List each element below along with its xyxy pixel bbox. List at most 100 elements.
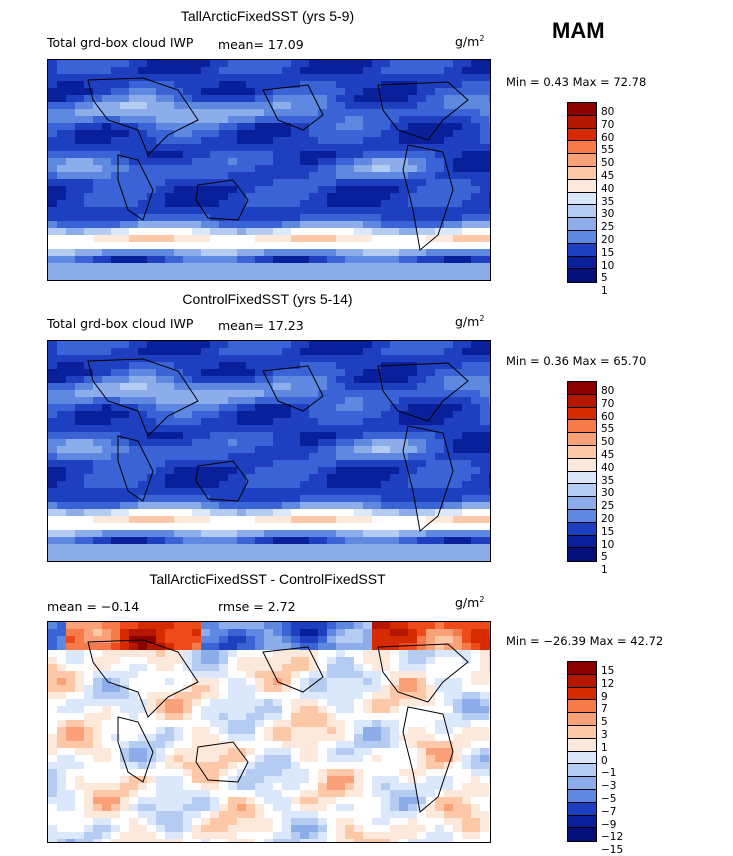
colorbar-swatch xyxy=(568,815,596,829)
colorbar-swatch xyxy=(568,725,596,739)
panel-1-map xyxy=(47,59,491,281)
colorbar-swatch xyxy=(568,269,596,283)
panel-1-minmax: Min = 0.43 Max = 72.78 xyxy=(506,75,647,89)
colorbar-tick-label: 50 xyxy=(601,436,615,449)
colorbar-swatch xyxy=(568,522,596,536)
colorbar-tick-label: 30 xyxy=(601,487,615,500)
colorbar-swatch xyxy=(568,243,596,257)
panel-1-mean: mean= 17.09 xyxy=(218,37,304,52)
colorbar-tick-label: 80 xyxy=(601,385,615,397)
colorbar-swatch xyxy=(568,700,596,714)
colorbar-tick-label: 5 xyxy=(601,551,608,564)
colorbar-tick-label: −12 xyxy=(601,831,624,844)
colorbar-swatch xyxy=(568,218,596,231)
colorbar-swatch xyxy=(568,789,596,803)
colorbar-swatch xyxy=(568,535,596,549)
colorbar-tick-label: 60 xyxy=(601,410,615,423)
colorbar-swatch xyxy=(568,141,596,155)
colorbar-tick-label: 60 xyxy=(601,131,615,144)
colorbar-swatch xyxy=(568,394,596,408)
panel-3-colorbar xyxy=(567,661,597,843)
colorbar-swatch xyxy=(568,420,596,434)
panel-2-map-svg xyxy=(48,341,490,561)
colorbar-tick-label: 20 xyxy=(601,234,615,246)
colorbar-swatch xyxy=(568,802,596,816)
colorbar-tick-label: −3 xyxy=(601,780,617,793)
colorbar-tick-label: 40 xyxy=(601,182,615,195)
colorbar-tick-label: 70 xyxy=(601,397,615,410)
colorbar-tick-label: 12 xyxy=(601,677,615,690)
colorbar-swatch xyxy=(568,713,596,726)
colorbar-tick-label: 10 xyxy=(601,259,615,272)
colorbar-swatch xyxy=(568,179,596,193)
panel-1-colorbar xyxy=(567,102,597,284)
colorbar-swatch xyxy=(568,445,596,459)
panel-2-variable: Total grd-box cloud IWP xyxy=(47,316,194,331)
colorbar-tick-label: −9 xyxy=(601,818,617,831)
colorbar-tick-label: 0 xyxy=(601,754,608,767)
panel-1-map-svg xyxy=(48,60,490,280)
season-label: MAM xyxy=(552,18,605,43)
colorbar-tick-label: 45 xyxy=(601,170,615,182)
panel-3-map-svg xyxy=(48,622,490,842)
colorbar-tick-label: 20 xyxy=(601,513,615,525)
colorbar-tick-label: 80 xyxy=(601,106,615,118)
colorbar-swatch xyxy=(568,458,596,472)
colorbar-swatch xyxy=(568,103,596,116)
colorbar-swatch xyxy=(568,407,596,421)
colorbar-tick-label: 70 xyxy=(601,118,615,131)
colorbar-tick-label: 40 xyxy=(601,461,615,474)
colorbar-swatch xyxy=(568,777,596,790)
panel-3-mean: mean = −0.14 xyxy=(47,599,140,614)
colorbar-swatch xyxy=(568,687,596,701)
colorbar-tick-label: 55 xyxy=(601,423,615,436)
panel-2-units: g/m2 xyxy=(455,314,485,330)
panel-2-mean: mean= 17.23 xyxy=(218,318,304,333)
colorbar-swatch xyxy=(568,382,596,395)
panel-3-minmax: Min = −26.39 Max = 42.72 xyxy=(506,634,664,648)
panel-2-minmax: Min = 0.36 Max = 65.70 xyxy=(506,354,647,368)
colorbar-tick-label: 7 xyxy=(601,703,608,716)
panel-2-map xyxy=(47,340,491,562)
colorbar-swatch xyxy=(568,751,596,765)
colorbar-swatch xyxy=(568,154,596,167)
colorbar-swatch xyxy=(568,166,596,180)
colorbar-swatch xyxy=(568,115,596,129)
colorbar-tick-label: 1 xyxy=(601,741,608,754)
colorbar-tick-label: 1 xyxy=(601,564,608,577)
colorbar-tick-label: 45 xyxy=(601,449,615,461)
colorbar-swatch xyxy=(568,509,596,523)
colorbar-tick-label: −5 xyxy=(601,793,617,805)
colorbar-swatch xyxy=(568,256,596,270)
colorbar-tick-label: 1 xyxy=(601,285,608,298)
colorbar-tick-label: 9 xyxy=(601,690,608,703)
colorbar-swatch xyxy=(568,764,596,778)
colorbar-tick-label: −15 xyxy=(601,844,624,856)
colorbar-swatch xyxy=(568,484,596,498)
colorbar-swatch xyxy=(568,662,596,675)
colorbar-tick-label: 25 xyxy=(601,500,615,513)
colorbar-tick-label: 25 xyxy=(601,221,615,234)
colorbar-swatch xyxy=(568,471,596,485)
colorbar-swatch xyxy=(568,433,596,446)
colorbar-tick-label: 15 xyxy=(601,665,615,677)
panel-3-map xyxy=(47,621,491,843)
colorbar-swatch xyxy=(568,548,596,562)
panel-1-variable: Total grd-box cloud IWP xyxy=(47,35,194,50)
colorbar-swatch xyxy=(568,674,596,688)
panel-3-rmse: rmse = 2.72 xyxy=(218,599,296,614)
colorbar-tick-label: 35 xyxy=(601,474,615,487)
panel-3-title: TallArcticFixedSST - ControlFixedSST xyxy=(149,571,386,587)
panel-3-units: g/m2 xyxy=(455,595,485,611)
colorbar-tick-label: 5 xyxy=(601,716,608,729)
panel-1-title: TallArcticFixedSST (yrs 5-9) xyxy=(180,8,355,24)
colorbar-tick-label: 5 xyxy=(601,272,608,285)
colorbar-swatch xyxy=(568,738,596,752)
colorbar-tick-label: 3 xyxy=(601,729,608,741)
panel-2-title: ControlFixedSST (yrs 5-14) xyxy=(182,291,353,307)
colorbar-tick-label: 15 xyxy=(601,246,615,259)
colorbar-swatch xyxy=(568,128,596,142)
colorbar-tick-label: 30 xyxy=(601,208,615,221)
colorbar-swatch xyxy=(568,828,596,842)
colorbar-tick-label: 15 xyxy=(601,525,615,538)
